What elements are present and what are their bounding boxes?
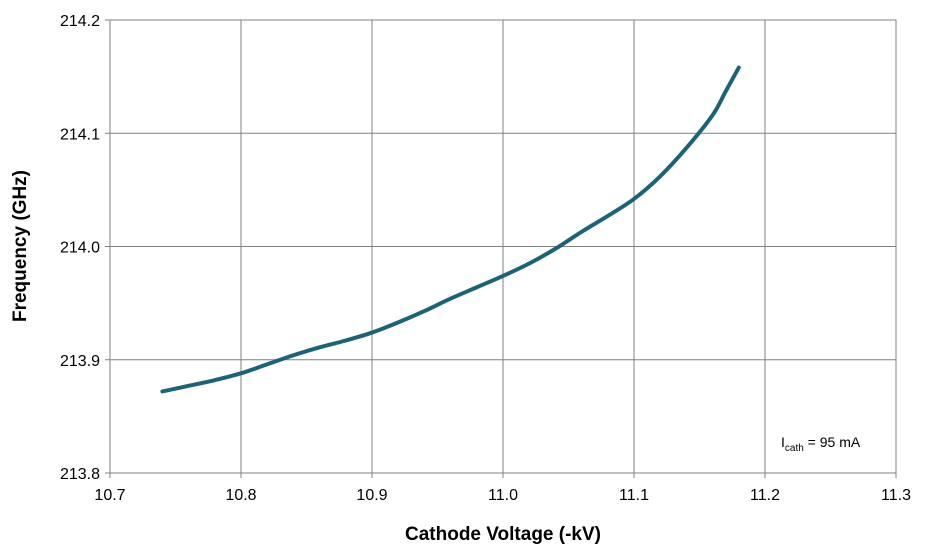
y-tick-label: 214.1: [60, 126, 100, 143]
x-tick-label: 11.3: [881, 487, 911, 504]
y-axis-ticks: 213.8 213.9 214.0 214.1 214.2: [60, 13, 110, 483]
y-tick-label: 214.2: [60, 13, 100, 30]
x-axis-title: Cathode Voltage (-kV): [405, 524, 601, 544]
x-tick-label: 11.2: [750, 487, 780, 504]
x-tick-label: 11.0: [488, 487, 518, 504]
x-tick-label: 10.9: [356, 487, 387, 504]
y-tick-label: 213.8: [60, 466, 100, 483]
x-axis-ticks: 10.7 10.8 10.9 11.0 11.1 11.2 11.3: [94, 473, 911, 504]
current-annotation: Icath = 95 mA: [781, 434, 861, 454]
x-tick-label: 10.7: [94, 487, 125, 504]
annotation-suffix: = 95 mA: [804, 434, 861, 450]
x-tick-label: 11.1: [619, 487, 649, 504]
y-axis-title: Frequency (GHz): [10, 170, 31, 322]
annotation-subscript: cath: [785, 443, 804, 454]
series-line: [160, 65, 741, 394]
annotation-prefix: I: [781, 434, 785, 450]
x-tick-label: 10.8: [225, 487, 256, 504]
y-tick-label: 213.9: [60, 353, 100, 370]
y-tick-label: 214.0: [60, 240, 100, 257]
gridlines: [110, 20, 896, 473]
